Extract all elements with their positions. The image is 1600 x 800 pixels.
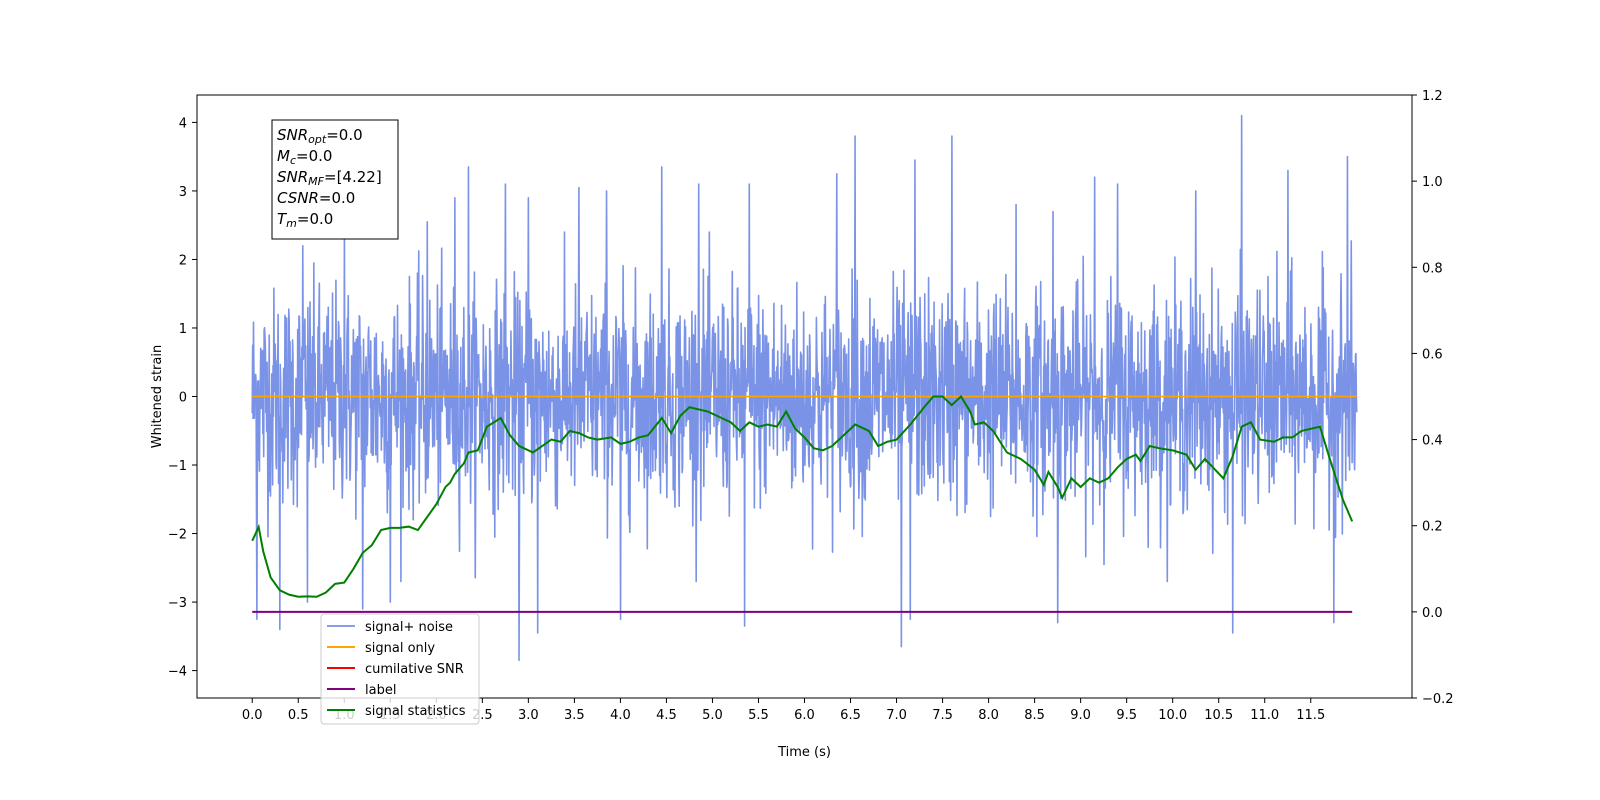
annotation-symbol: T <box>277 210 288 228</box>
axes-layer: 0.00.51.01.52.02.53.03.54.04.55.05.56.06… <box>168 89 1454 723</box>
legend-item-cumilative-snr-label: cumilative SNR <box>365 662 464 677</box>
x-tick-label: 8.0 <box>978 708 999 723</box>
legend-item-signal-only-label: signal only <box>365 641 435 656</box>
annotation-symbol: M <box>277 147 290 165</box>
legend: signal+ noise signal only cumilative SNR la… <box>320 613 480 725</box>
y2-tick-label: 0.8 <box>1422 261 1443 276</box>
legend-item-signal-statistics-label: signal statistics <box>365 704 466 719</box>
x-tick-label: 4.0 <box>610 708 631 723</box>
annotation-line: Tm=0.0 <box>277 210 333 230</box>
y-axis-label: Whitened strain <box>150 345 165 448</box>
annotation-symbol: CSNR <box>277 189 319 207</box>
y-tick-label: −3 <box>168 596 187 611</box>
y2-tick-label: 0.2 <box>1422 520 1443 535</box>
y-tick-label: −2 <box>168 528 187 543</box>
y-tick-label: 0 <box>179 391 187 406</box>
annotation-value: =0.0 <box>319 189 355 207</box>
y-tick-label: 4 <box>179 116 187 131</box>
annotation-subscript: m <box>286 217 297 230</box>
annotation-symbol: SNR <box>277 126 308 144</box>
x-tick-label: 5.0 <box>702 708 723 723</box>
plot-series-group <box>251 114 1358 662</box>
y-tick-label: −1 <box>168 459 187 474</box>
annotation-subscript: opt <box>308 133 327 146</box>
y-tick-label: 1 <box>179 322 187 337</box>
annotation-line: SNRMF=[4.22] <box>277 168 382 188</box>
x-tick-label: 3.5 <box>564 708 585 723</box>
x-tick-label: 8.5 <box>1024 708 1045 723</box>
annotation-frame <box>271 119 399 240</box>
x-tick-label: 0.0 <box>242 708 263 723</box>
x-tick-label: 3.0 <box>518 708 539 723</box>
x-tick-label: 6.5 <box>840 708 861 723</box>
x-tick-label: 9.0 <box>1070 708 1091 723</box>
legend-frame <box>320 613 480 725</box>
x-tick-label: 9.5 <box>1116 708 1137 723</box>
y2-tick-label: 0.0 <box>1422 606 1443 621</box>
x-axis-label: Time (s) <box>777 745 831 760</box>
x-tick-label: 7.0 <box>886 708 907 723</box>
y2-tick-label: 1.2 <box>1422 89 1443 104</box>
legend-item-label-label: label <box>365 683 396 698</box>
x-tick-label: 5.5 <box>748 708 769 723</box>
series-signal-noise-line <box>251 114 1358 662</box>
annotation-value: =0.0 <box>297 210 333 228</box>
annotation-value: =0.0 <box>326 126 362 144</box>
x-tick-label: 11.5 <box>1296 708 1325 723</box>
x-tick-label: 10.0 <box>1158 708 1187 723</box>
x-tick-label: 0.5 <box>288 708 309 723</box>
x-tick-label: 11.0 <box>1250 708 1279 723</box>
annotation-symbol: SNR <box>277 168 308 186</box>
x-tick-label: 7.5 <box>932 708 953 723</box>
annotation-subscript: MF <box>308 175 324 188</box>
plot-area <box>251 114 1358 662</box>
annotation-value: =[4.22] <box>324 168 382 186</box>
legend-item-signal-noise-label: signal+ noise <box>365 620 453 635</box>
y2-tick-label: 0.4 <box>1422 434 1443 449</box>
x-tick-label: 6.0 <box>794 708 815 723</box>
x-tick-label: 4.5 <box>656 708 677 723</box>
x-tick-label: 10.5 <box>1204 708 1233 723</box>
y-tick-label: −4 <box>168 665 187 680</box>
annotation-line: SNRopt=0.0 <box>277 126 363 146</box>
y2-tick-label: −0.2 <box>1422 692 1454 707</box>
annotation-subscript: c <box>290 154 296 167</box>
annotation-box: SNRopt=0.0Mc=0.0SNRMF=[4.22]CSNR=0.0Tm=0… <box>271 119 399 240</box>
y-tick-label: 3 <box>179 185 187 200</box>
annotation-value: =0.0 <box>296 147 332 165</box>
annotation-line: CSNR=0.0 <box>277 189 355 207</box>
y2-tick-label: 1.0 <box>1422 175 1443 190</box>
y-tick-label: 2 <box>179 253 187 268</box>
annotation-line: Mc=0.0 <box>277 147 332 167</box>
series-signal-statistics-line <box>251 394 1354 598</box>
y2-tick-label: 0.6 <box>1422 347 1443 362</box>
